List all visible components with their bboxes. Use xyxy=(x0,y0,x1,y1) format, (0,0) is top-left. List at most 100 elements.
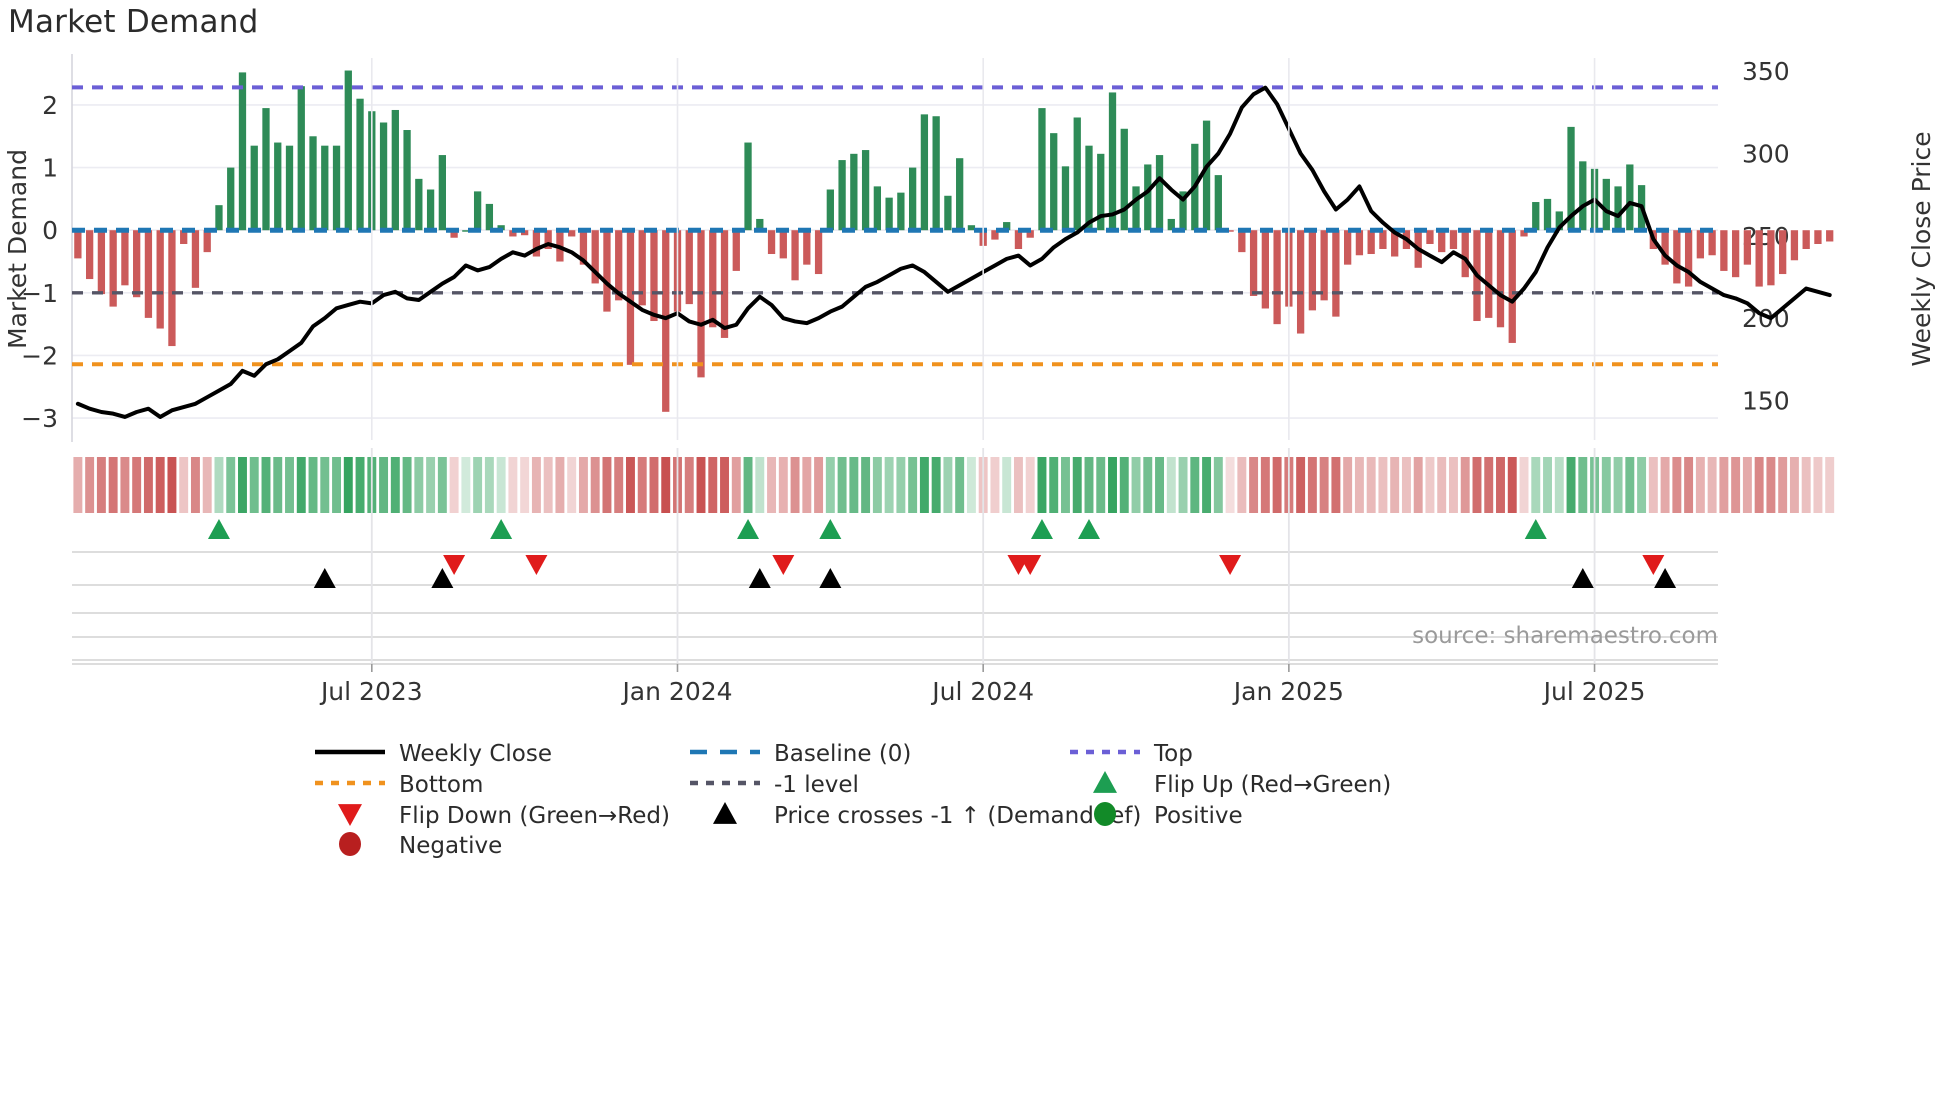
heatmap-cell xyxy=(1437,457,1447,513)
flip-down-marker xyxy=(1642,554,1665,575)
demand-bar xyxy=(897,192,905,231)
page-title: Market Demand xyxy=(8,4,259,40)
flip-down-marker xyxy=(525,554,548,575)
heatmap-cell xyxy=(708,457,718,513)
legend-item-label: Positive xyxy=(1154,803,1243,829)
legend-item[interactable]: Bottom xyxy=(315,772,483,798)
demand-bar xyxy=(544,230,552,249)
x-axis-tick-label: Jan 2025 xyxy=(1232,677,1344,706)
legend-item[interactable]: Top xyxy=(1070,741,1193,767)
demand-bar xyxy=(1673,230,1681,284)
legend-item-label: Price crosses -1 ↑ (Demand ref) xyxy=(774,803,1141,829)
demand-bar xyxy=(1743,230,1752,265)
heatmap-cell xyxy=(1331,457,1341,513)
demand-bar xyxy=(1214,175,1222,231)
demand-bar xyxy=(191,230,200,288)
heatmap-cell xyxy=(990,457,1000,513)
heatmap-cell xyxy=(1401,457,1411,513)
heatmap-cell xyxy=(802,457,812,513)
demand-bar xyxy=(720,230,729,338)
heatmap-cell xyxy=(1143,457,1153,513)
demand-bar xyxy=(568,230,576,237)
heatmap-cell xyxy=(214,457,224,513)
heatmap-cell xyxy=(238,457,247,513)
demand-bar xyxy=(238,72,247,231)
demand-bar xyxy=(497,225,505,231)
heatmap-cell xyxy=(273,457,283,513)
legend-item[interactable]: -1 level xyxy=(690,772,859,798)
demand-bar xyxy=(485,203,494,231)
heatmap-cell xyxy=(1672,457,1682,513)
marker-rows xyxy=(72,58,1718,664)
heatmap-cell xyxy=(402,457,412,513)
heatmap-cell xyxy=(73,457,83,513)
demand-bar xyxy=(1296,230,1305,334)
heatmap-cell xyxy=(1778,457,1788,513)
heatmap-cell xyxy=(1684,457,1694,513)
y-axis-tick-label: 0 xyxy=(42,216,58,245)
heatmap-cell xyxy=(567,457,577,513)
demand-bar xyxy=(1120,128,1128,231)
demand-bar xyxy=(1261,230,1269,309)
legend-item[interactable]: Negative xyxy=(339,832,502,859)
legend-item[interactable]: Weekly Close xyxy=(315,741,552,767)
demand-bar xyxy=(626,230,635,365)
demand-bar xyxy=(1485,230,1493,318)
heatmap-cell xyxy=(1096,457,1106,513)
heatmap-cell xyxy=(508,457,518,513)
demand-bar xyxy=(1108,92,1117,231)
y2-axis-tick-label: 350 xyxy=(1742,57,1790,86)
demand-bar xyxy=(709,230,717,328)
heatmap-cell xyxy=(1578,457,1588,513)
heatmap-cell xyxy=(1742,457,1752,513)
demand-bar xyxy=(732,230,740,271)
demand-bar xyxy=(1755,230,1763,287)
heatmap-cell xyxy=(1695,457,1705,513)
heatmap-cell xyxy=(1237,457,1247,513)
demand-bar xyxy=(1496,230,1505,328)
demand-bar xyxy=(1073,117,1081,231)
demand-bar xyxy=(438,155,446,231)
demand-bar xyxy=(391,109,399,231)
demand-bar xyxy=(1003,222,1011,231)
flip-up-marker xyxy=(819,519,842,540)
heatmap-cell xyxy=(1037,457,1047,513)
legend-item[interactable]: Flip Up (Red→Green) xyxy=(1093,771,1391,798)
heatmap-cell xyxy=(332,457,342,513)
demand-bar xyxy=(1579,161,1587,231)
flip-down-marker xyxy=(1219,554,1242,575)
heatmap-cell xyxy=(1378,457,1388,513)
heatmap-cell xyxy=(261,457,271,513)
demand-bar xyxy=(109,230,117,307)
demand-bar xyxy=(767,230,776,255)
legend-item[interactable]: Positive xyxy=(1094,802,1243,829)
heatmap-cell xyxy=(872,457,882,513)
heatmap-cell xyxy=(296,457,306,513)
legend-item-label: Baseline (0) xyxy=(774,741,911,767)
legend-item-label: Top xyxy=(1153,741,1193,767)
demand-bar xyxy=(1731,230,1740,278)
heatmap-cell xyxy=(1002,457,1012,513)
demand-bar xyxy=(1144,164,1152,231)
demand-bar xyxy=(1696,230,1705,259)
demand-bar xyxy=(638,230,646,306)
price-cross-marker xyxy=(313,568,336,589)
demand-bar xyxy=(1614,186,1622,231)
demand-bar xyxy=(85,230,94,280)
demand-bar xyxy=(1202,120,1211,231)
heatmap-cell xyxy=(1190,457,1200,513)
demand-bar xyxy=(908,167,917,231)
demand-bar xyxy=(1449,230,1458,249)
heatmap-cell xyxy=(1260,457,1270,513)
price-cross-marker xyxy=(431,568,454,589)
demand-bar xyxy=(1249,230,1258,296)
demand-bar xyxy=(826,189,834,231)
heatmap-cell xyxy=(1543,457,1552,513)
legend-item[interactable]: Baseline (0) xyxy=(690,741,911,767)
heatmap-cell xyxy=(731,457,741,513)
legend-item[interactable]: Price crosses -1 ↑ (Demand ref) xyxy=(713,802,1141,829)
legend-item[interactable]: Flip Down (Green→Red) xyxy=(338,803,670,829)
demand-bar xyxy=(685,230,693,305)
heatmap-cell xyxy=(179,457,189,513)
